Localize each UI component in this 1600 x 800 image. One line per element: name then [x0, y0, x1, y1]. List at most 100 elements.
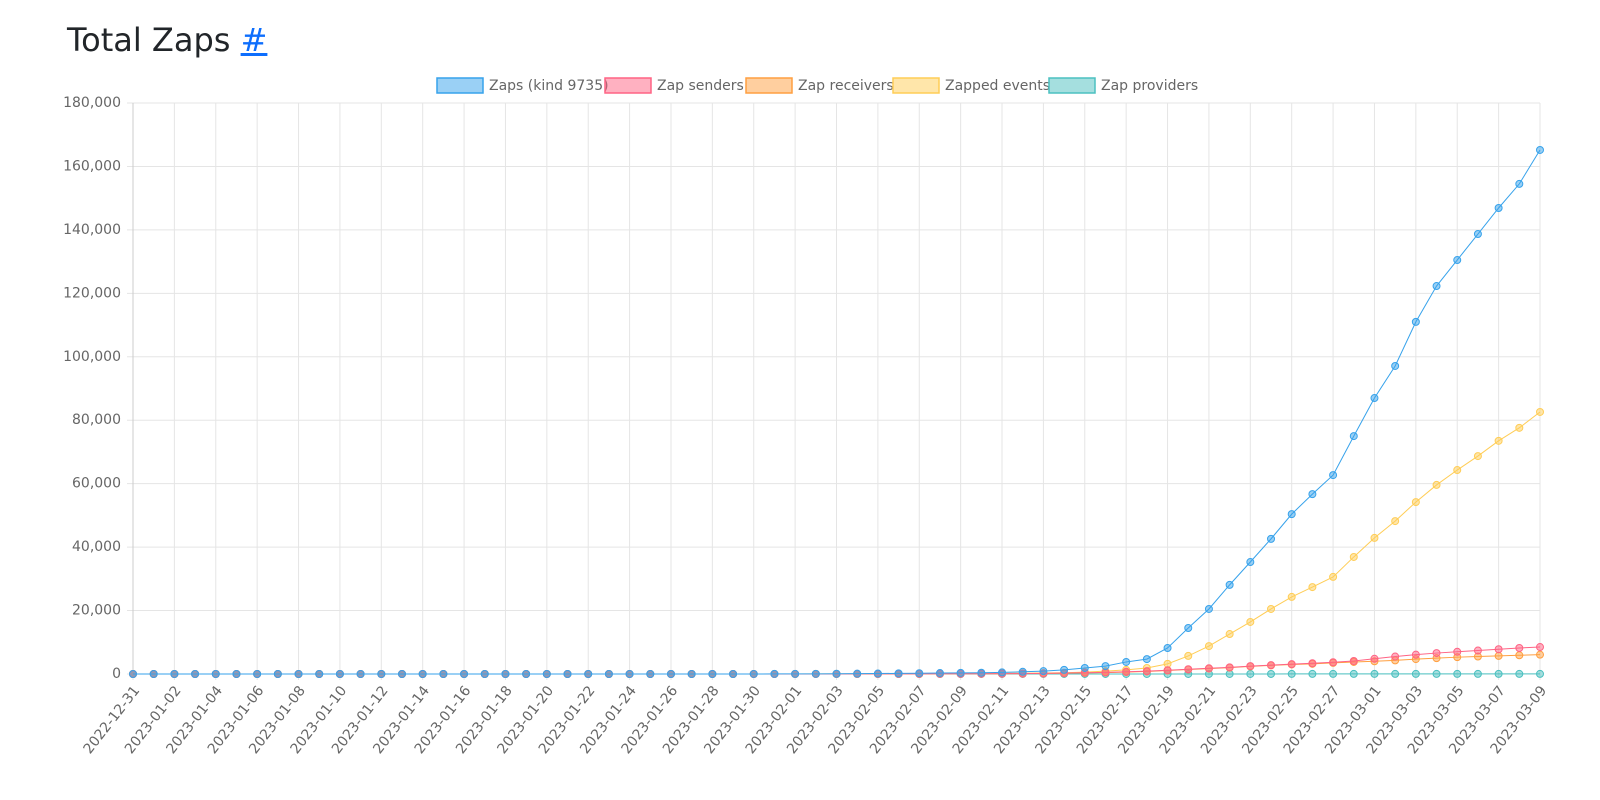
anchor-link[interactable]: # — [240, 21, 268, 59]
data-point — [1184, 624, 1193, 633]
data-point — [1453, 256, 1462, 265]
data-point — [1453, 466, 1462, 475]
data-point — [1494, 645, 1503, 654]
data-point — [1515, 423, 1524, 432]
data-point — [294, 670, 303, 678]
data-point — [1432, 282, 1441, 291]
data-point — [1101, 662, 1110, 671]
data-point — [894, 669, 903, 678]
data-point — [1494, 204, 1503, 213]
data-point — [956, 668, 965, 677]
legend-swatch — [436, 77, 484, 94]
data-point — [356, 670, 365, 678]
data-point — [1391, 361, 1400, 370]
data-point — [1515, 669, 1524, 678]
data-point — [522, 670, 531, 678]
data-point — [770, 669, 779, 678]
data-point — [687, 670, 696, 678]
data-point — [335, 670, 344, 678]
y-tick-label: 40,000 — [72, 539, 121, 555]
data-point — [418, 670, 427, 678]
data-point — [460, 670, 469, 678]
legend-label: Zap senders — [657, 78, 744, 94]
legend-swatch — [892, 77, 940, 94]
legend-label: Zaps (kind 9735) — [489, 78, 609, 94]
data-point — [1060, 665, 1069, 674]
data-point — [1287, 669, 1296, 678]
data-point — [1432, 669, 1441, 678]
data-point — [1432, 480, 1441, 489]
data-point — [1494, 436, 1503, 445]
legend-swatch — [604, 77, 652, 94]
y-tick-label: 160,000 — [63, 158, 121, 174]
data-point — [1246, 617, 1255, 626]
data-point — [1142, 667, 1151, 676]
data-point — [1329, 669, 1338, 678]
data-point — [1246, 669, 1255, 678]
data-point — [232, 670, 241, 678]
data-point — [1411, 650, 1420, 659]
data-point — [1411, 317, 1420, 326]
data-point — [1184, 665, 1193, 674]
data-point — [791, 669, 800, 678]
data-point — [1536, 145, 1544, 154]
data-point — [1080, 663, 1089, 672]
data-point — [1349, 432, 1358, 441]
legend-label: Zap receivers — [798, 78, 894, 94]
data-point — [1163, 666, 1172, 675]
data-point — [149, 670, 158, 678]
data-point — [1018, 667, 1027, 676]
data-point — [915, 669, 924, 678]
data-point — [563, 670, 572, 678]
data-point — [1349, 552, 1358, 561]
data-point — [129, 670, 137, 678]
data-point — [1391, 669, 1400, 678]
data-point — [1267, 534, 1276, 543]
data-point — [584, 670, 593, 678]
data-point — [1267, 669, 1276, 678]
data-point — [1370, 654, 1379, 663]
data-point — [1473, 646, 1482, 655]
y-tick-label: 140,000 — [63, 222, 121, 238]
data-point — [170, 670, 179, 678]
data-point — [1349, 656, 1358, 665]
y-tick-label: 20,000 — [72, 603, 121, 619]
data-point — [273, 670, 282, 678]
data-point — [853, 669, 862, 678]
data-point — [1204, 604, 1213, 613]
legend-swatch — [745, 77, 793, 94]
data-point — [191, 670, 200, 678]
data-point — [1411, 669, 1420, 678]
data-point — [1329, 471, 1338, 480]
data-point — [1473, 669, 1482, 678]
data-point — [1453, 647, 1462, 656]
y-tick-label: 0 — [112, 666, 121, 682]
legend-label: Zap providers — [1101, 78, 1198, 94]
data-point — [397, 670, 406, 678]
data-point — [1308, 490, 1317, 499]
data-point — [1494, 651, 1503, 660]
data-point — [1287, 660, 1296, 669]
chart-title: Total Zaps # — [67, 18, 267, 62]
data-point — [1370, 669, 1379, 678]
data-point — [1473, 230, 1482, 239]
data-point — [1287, 510, 1296, 519]
data-point — [708, 670, 717, 678]
data-point — [977, 668, 986, 677]
data-point — [1163, 643, 1172, 652]
data-point — [1370, 533, 1379, 542]
data-point — [1204, 664, 1213, 673]
data-point — [253, 670, 262, 678]
data-point — [1329, 658, 1338, 667]
y-tick-label: 100,000 — [63, 349, 121, 365]
data-point — [1515, 651, 1524, 660]
data-point — [1122, 667, 1131, 676]
data-point — [1308, 659, 1317, 668]
data-point — [1391, 517, 1400, 526]
data-point — [729, 670, 738, 678]
data-point — [666, 670, 675, 678]
data-point — [1349, 669, 1358, 678]
data-point — [1536, 650, 1544, 659]
data-point — [1225, 630, 1234, 639]
